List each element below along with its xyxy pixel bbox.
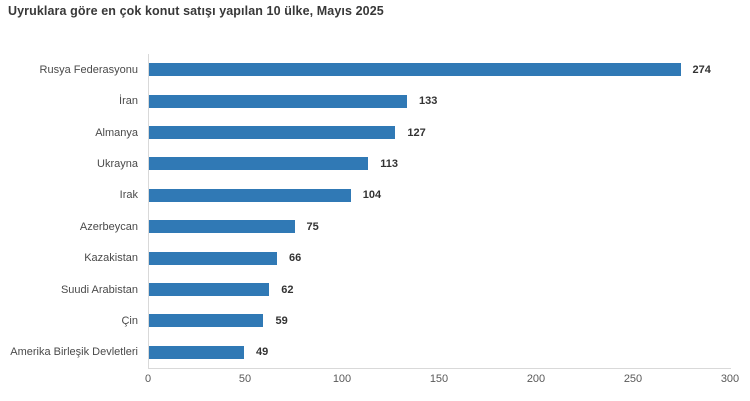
x-tick-label: 100 [332,373,352,385]
plot-area: 274 133 127 113 104 75 66 62 59 49 [148,54,731,369]
bar [149,314,264,328]
value-label: 113 [380,157,398,170]
value-label: 49 [256,346,269,359]
category-label: Ukrayna [97,157,138,170]
chart-title: Uyruklara göre en çok konut satışı yapıl… [8,4,384,18]
category-label: Azerbeycan [79,220,138,233]
category-label: Almanya [95,126,138,139]
x-tick-label: 0 [144,373,152,385]
bar [149,157,369,171]
value-label: 104 [362,189,382,202]
category-label: Irak [119,189,138,202]
category-label: İran [119,95,138,108]
bar [149,345,245,359]
x-tick-label: 50 [238,373,252,385]
bar [149,188,351,202]
category-label: Suudi Arabistan [60,283,138,296]
value-label: 274 [692,63,711,76]
bar [149,94,408,108]
x-tick-label: 300 [720,373,740,385]
category-label: Çin [121,314,138,327]
value-label: 133 [419,95,438,108]
category-label: Kazakistan [84,252,138,265]
value-label: 75 [306,220,319,233]
bar [149,283,270,296]
value-label: 127 [407,126,426,139]
x-tick-label: 150 [429,373,449,385]
value-label: 62 [281,283,294,296]
bar [149,220,295,234]
value-label: 66 [289,252,302,265]
bar [149,126,396,139]
category-axis: Rusya Federasyonu İran Almanya Ukrayna Irak A… [0,54,138,368]
x-tick-label: 250 [623,373,643,385]
x-axis: 0 50 100 150 200 250 300 [145,372,739,388]
value-label: 59 [275,314,288,327]
category-label: Amerika Birleşik Devletleri [10,346,138,359]
x-tick-label: 200 [526,373,546,385]
category-label: Rusya Federasyonu [39,63,138,76]
bar [149,63,681,77]
bar [149,251,278,265]
